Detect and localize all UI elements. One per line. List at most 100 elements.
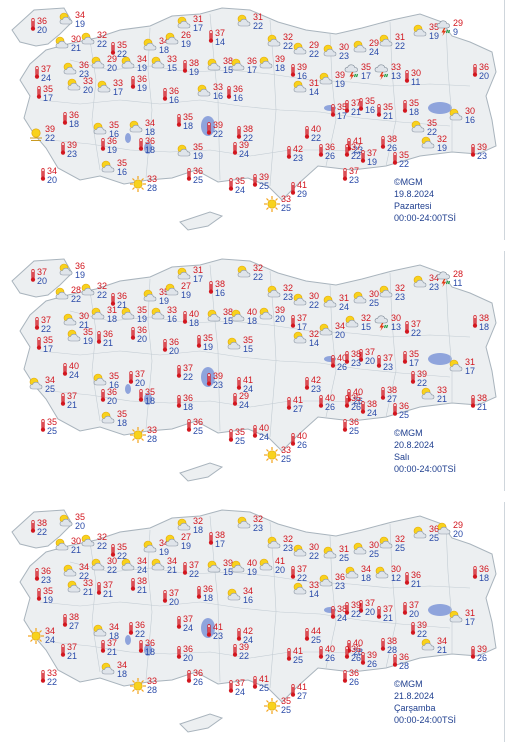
min-temperature: 24 [367,408,378,418]
min-temperature: 22 [37,527,48,537]
partly-cloudy-icon [150,307,166,326]
max-temperature: 35 [203,333,214,343]
min-temperature: 18 [145,127,156,137]
min-temperature: 20 [275,314,286,324]
min-temperature: 20 [37,25,48,35]
thermometer-icon [196,335,202,353]
thermometer-icon [30,520,36,538]
max-temperature: 36 [145,136,156,146]
min-temperature: 17 [337,111,348,121]
min-temperature: 22 [351,609,362,619]
thermometer-icon [60,142,66,160]
max-temperature: 31 [107,305,118,315]
partly-cloudy-icon [96,80,112,99]
forecast-panel-day-2: 37 20 36 19 28 22 32 22 36 21 35 19 27 19 31 17 38 16 32 22… [0,251,505,491]
thermometer-icon [128,371,134,389]
max-temperature: 33 [113,78,124,88]
max-temperature: 33 [281,194,292,204]
max-temperature: 39 [297,62,308,72]
min-temperature: 20 [75,521,86,531]
partly-cloudy-icon [420,136,436,155]
max-temperature: 36 [135,620,146,630]
min-temperature: 14 [309,589,320,599]
max-temperature: 39 [275,54,286,64]
min-temperature: 17 [193,274,204,284]
max-temperature: 32 [283,283,294,293]
max-temperature: 39 [351,600,362,610]
thunderstorm-icon [344,64,360,85]
max-temperature: 32 [283,32,294,42]
thunderstorm-icon [436,271,452,292]
min-temperature: 23 [213,380,224,390]
max-temperature: 36 [103,329,114,339]
min-temperature: 19 [181,541,192,551]
max-temperature: 36 [247,56,258,66]
thermometer-icon [252,425,258,443]
min-temperature: 16 [117,167,128,177]
lake-van [428,353,452,365]
partly-cloudy-icon [176,518,192,537]
min-temperature: 21 [437,394,448,404]
max-temperature: 37 [37,267,48,277]
thermometer-icon [358,349,364,367]
max-temperature: 35 [351,393,362,403]
min-temperature: 16 [109,380,120,390]
partly-cloudy-icon [90,56,106,75]
max-temperature: 30 [411,68,422,78]
max-temperature: 41 [213,622,224,632]
thermometer-icon [34,317,40,335]
min-temperature: 16 [109,129,120,139]
partly-cloudy-icon [54,287,70,306]
max-temperature: 33 [213,82,224,92]
max-temperature: 36 [203,584,214,594]
max-temperature: 37 [183,614,194,624]
partly-cloudy-icon [412,275,428,294]
partly-cloudy-icon [236,14,252,33]
max-temperature: 40 [337,353,348,363]
max-temperature: 35 [159,287,170,297]
thermometer-icon [392,152,398,170]
max-temperature: 38 [223,307,234,317]
max-temperature: 30 [107,556,118,566]
min-temperature: 20 [107,63,118,73]
partly-cloudy-icon [176,16,192,35]
partly-cloudy-icon [66,580,82,599]
partly-cloudy-icon [318,323,334,342]
thermometer-icon [344,395,350,413]
min-temperature: 19 [189,67,200,77]
max-temperature: 37 [183,363,194,373]
thermometer-icon [60,644,66,662]
min-temperature: 25 [281,454,292,464]
partly-cloudy-icon [318,574,334,593]
min-temperature: 23 [283,292,294,302]
min-temperature: 20 [37,276,48,286]
partly-cloudy-icon [80,32,96,51]
min-temperature: 20 [365,356,376,366]
thermometer-icon [62,363,68,381]
max-temperature: 30 [465,106,476,116]
min-temperature: 20 [335,330,346,340]
max-temperature: 34 [117,660,128,670]
max-temperature: 33 [83,578,94,588]
min-temperature: 18 [109,631,120,641]
partly-cloudy-icon [352,291,368,310]
thermometer-icon [30,18,36,36]
max-temperature: 33 [437,385,448,395]
max-temperature: 30 [71,34,82,44]
thermometer-icon [186,670,192,688]
max-temperature: 34 [243,586,254,596]
min-temperature: 19 [367,157,378,167]
min-temperature: 13 [391,322,402,332]
min-temperature: 22 [97,290,108,300]
thermometer-icon [404,572,410,590]
partly-cloudy-icon [230,309,246,328]
min-temperature: 24 [369,47,380,57]
max-temperature: 27 [181,281,192,291]
partly-cloudy-icon [90,558,106,577]
min-temperature: 22 [283,41,294,51]
min-temperature: 17 [43,344,54,354]
time-range-text: 00:00-24:00TSİ [394,464,457,474]
min-temperature: 27 [387,394,398,404]
max-temperature: 30 [71,536,82,546]
max-temperature: 39 [477,142,488,152]
